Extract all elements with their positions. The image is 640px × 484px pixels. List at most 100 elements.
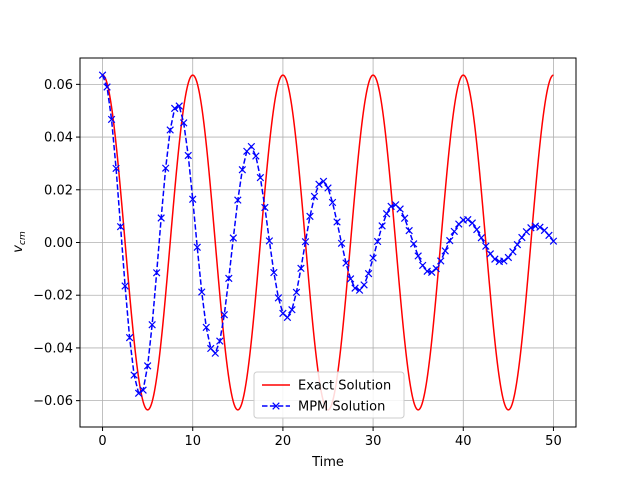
x-tick-label: 10 <box>184 434 201 449</box>
mpm-data-point <box>112 164 120 173</box>
mpm-data-point <box>364 269 373 278</box>
y-tick-label: 0.06 <box>44 78 73 93</box>
mpm-data-point <box>531 222 540 230</box>
x-tick-label: 20 <box>275 434 292 449</box>
legend-marker-mpm-solution <box>272 402 280 410</box>
mpm-data-point <box>527 224 535 232</box>
mpm-data-point <box>450 227 458 236</box>
mpm-data-point <box>464 215 472 224</box>
mpm-data-point <box>130 371 138 379</box>
mpm-data-point <box>437 257 445 265</box>
series-layer <box>98 71 558 411</box>
mpm-data-point <box>161 164 170 172</box>
x-tick-label: 0 <box>98 434 106 449</box>
y-tick-label: 0.04 <box>44 131 73 146</box>
mpm-data-point <box>283 313 292 322</box>
mpm-data-point <box>342 259 350 267</box>
mpm-data-point <box>166 126 174 134</box>
mpm-data-point <box>292 288 301 297</box>
mpm-data-point <box>549 237 558 245</box>
mpm-data-point <box>247 142 256 151</box>
mpm-data-point <box>184 151 192 160</box>
mpm-data-point <box>229 234 238 242</box>
axis-ticks: 0 10 20 30 40 50 −0.06 −0.04 −0.02 0.00 0.02 0.04 0.… <box>33 78 562 449</box>
mpm-data-point <box>473 225 481 234</box>
mpm-data-point <box>432 264 440 273</box>
mpm-data-point <box>252 152 260 160</box>
x-axis-label: Time <box>311 455 344 470</box>
mpm-data-point <box>482 242 490 250</box>
mpm-data-point <box>536 223 544 231</box>
mpm-data-point <box>414 252 422 260</box>
mpm-data-point <box>373 237 382 246</box>
mpm-data-point <box>238 166 247 174</box>
y-axis-label: vcm <box>11 231 28 253</box>
mpm-data-point <box>310 192 319 201</box>
mpm-data-point <box>369 254 377 262</box>
mpm-data-point <box>256 173 265 182</box>
y-tick-label: −0.04 <box>33 341 73 356</box>
y-tick-label: −0.02 <box>33 289 73 304</box>
mpm-data-point <box>125 333 134 342</box>
mpm-data-point <box>170 104 179 113</box>
mpm-data-point <box>405 226 413 235</box>
mpm-data-point <box>400 214 409 222</box>
mpm-data-point <box>446 236 454 245</box>
mpm-data-point <box>500 257 508 265</box>
y-axis-label-subscript: cm <box>18 231 28 245</box>
legend-label-exact-solution: Exact Solution <box>298 379 391 394</box>
mpm-data-point <box>107 115 116 124</box>
mpm-data-point <box>378 222 386 230</box>
y-tick-label: −0.06 <box>33 394 73 409</box>
mpm-data-point <box>409 240 418 248</box>
mpm-data-point <box>324 184 332 192</box>
legend-label-mpm-solution: MPM Solution <box>298 400 385 415</box>
mpm-data-point <box>225 274 233 283</box>
mpm-data-point <box>351 284 359 292</box>
mpm-data-point <box>477 234 486 242</box>
mpm-data-point <box>121 282 129 290</box>
mpm-data-point <box>216 337 224 345</box>
mpm-data-point <box>504 253 513 262</box>
mpm-data-point <box>234 196 242 204</box>
mpm-data-point <box>337 239 346 248</box>
mpm-data-point <box>265 237 274 245</box>
mpm-data-point <box>518 233 526 242</box>
mpm-data-point <box>134 389 143 397</box>
mpm-data-point <box>306 212 314 221</box>
x-tick-label: 40 <box>455 434 472 449</box>
mpm-data-point <box>441 247 449 255</box>
y-axis-label-main: v <box>11 245 26 253</box>
mpm-data-point <box>175 102 183 110</box>
mpm-data-point <box>360 281 368 289</box>
mpm-data-point <box>179 119 188 127</box>
mpm-data-point <box>333 218 341 226</box>
mpm-data-point <box>261 203 269 212</box>
mpm-data-point <box>418 261 427 270</box>
mpm-data-point <box>211 349 219 357</box>
mpm-data-point <box>319 177 328 186</box>
mpm-data-point <box>103 83 111 91</box>
mpm-data-point <box>152 269 161 277</box>
mpm-data-point <box>396 205 404 213</box>
mpm-data-point <box>116 222 125 231</box>
mpm-data-point <box>157 214 165 222</box>
mpm-data-point <box>274 294 283 302</box>
mpm-data-point <box>98 71 107 79</box>
mpm-data-point <box>139 386 147 394</box>
mpm-data-point <box>288 305 296 314</box>
x-tick-label: 50 <box>545 434 562 449</box>
mpm-data-point <box>270 268 278 277</box>
mpm-data-point <box>382 210 391 218</box>
mpm-data-point <box>143 362 152 370</box>
mpm-data-point <box>387 202 395 211</box>
mpm-data-point <box>148 321 156 329</box>
x-tick-label: 30 <box>365 434 382 449</box>
y-tick-label: 0.02 <box>44 183 73 198</box>
mpm-data-point <box>545 231 553 240</box>
mpm-data-point <box>301 237 310 246</box>
mpm-data-point <box>346 275 355 283</box>
mpm-data-point <box>297 264 305 273</box>
